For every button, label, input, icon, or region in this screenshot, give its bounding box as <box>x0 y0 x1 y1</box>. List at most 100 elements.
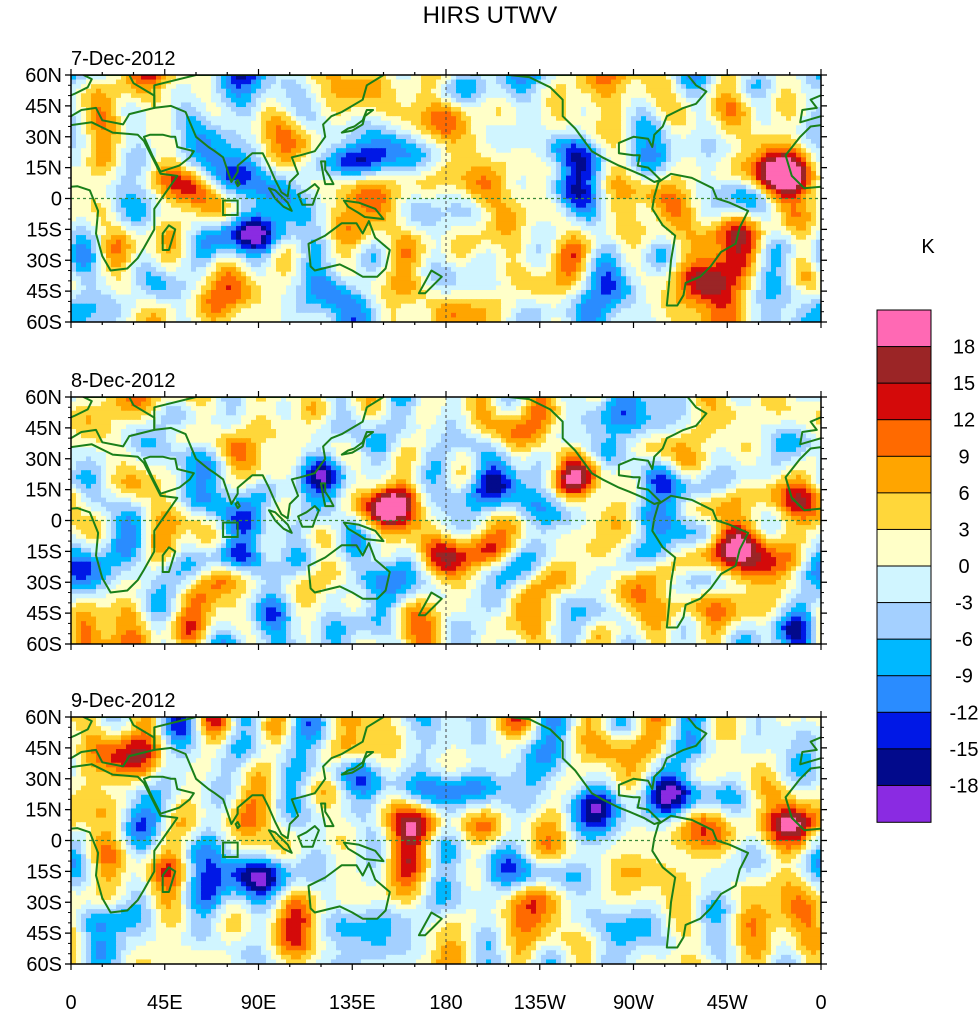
lon-tick-label: 180 <box>429 992 462 1014</box>
colorbar-swatch <box>876 638 932 677</box>
panel-date-label: 7-Dec-2012 <box>71 48 176 70</box>
coastline-australia <box>307 862 391 920</box>
colorbar-swatch <box>876 309 932 348</box>
lat-tick-label: 30S <box>26 892 62 914</box>
colorbar-swatch <box>876 382 932 421</box>
coastline-greenland <box>695 397 731 398</box>
coastline-south-america <box>651 172 750 307</box>
lat-tick-label: 30S <box>26 572 62 594</box>
lat-tick-label: 60N <box>25 707 62 729</box>
lon-tick-label: 90E <box>241 992 277 1014</box>
colorbar-tick-label: -9 <box>955 666 973 688</box>
coastline-europe <box>71 397 156 448</box>
coastline-japan <box>340 431 375 456</box>
coastline-arabia <box>142 775 195 815</box>
colorbar-swatch <box>876 748 932 787</box>
coastline-africa <box>71 443 179 594</box>
colorbar-tick-label: 18 <box>953 337 975 359</box>
coastline-australia <box>307 542 391 600</box>
lon-tick-label: 45W <box>707 992 748 1014</box>
colorbar-swatch <box>876 565 932 604</box>
coastline-asia <box>153 717 385 840</box>
lat-tick-label: 0 <box>51 511 62 533</box>
coastline-arabia <box>142 455 195 495</box>
coastline-greenland <box>695 717 731 718</box>
figure-title: HIRS UTWV <box>423 2 558 29</box>
lat-tick-label: 30N <box>25 449 62 471</box>
coastline-australia <box>307 220 391 278</box>
lat-tick-label: 45S <box>26 281 62 303</box>
coastline-europe-wrap <box>799 736 821 766</box>
coastline-africa <box>71 121 179 272</box>
coastline-philippines <box>320 160 335 186</box>
colorbar-swatch <box>876 602 932 640</box>
lat-tick-label: 60S <box>26 312 62 334</box>
coastline-europe <box>71 717 156 768</box>
coastline-new-zealand <box>417 591 443 617</box>
lon-tick-label: 135E <box>329 992 376 1014</box>
lon-tick-label: 135W <box>514 992 566 1014</box>
lat-tick-label: 45N <box>25 738 62 760</box>
coastline-north-america <box>470 717 708 825</box>
coastline-europe-wrap <box>799 94 821 124</box>
lat-tick-label: 30S <box>26 250 62 272</box>
coastline-borneo <box>297 825 320 848</box>
lat-tick-label: 15S <box>26 861 62 883</box>
colorbar-tick-label: -18 <box>950 775 979 797</box>
coastline-new-guinea <box>342 199 385 221</box>
lat-tick-label: 60S <box>26 954 62 976</box>
lat-tick-label: 60N <box>25 387 62 409</box>
lat-tick-label: 15S <box>26 541 62 563</box>
coastlines <box>71 717 821 949</box>
coastline-madagascar <box>161 224 177 251</box>
colorbar-tick-label: 6 <box>958 483 969 505</box>
coastline-philippines <box>320 482 335 508</box>
colorbar-tick-label: 12 <box>953 410 975 432</box>
coastline-philippines <box>320 802 335 828</box>
colorbar-swatch <box>876 711 932 750</box>
coastline-north-america <box>470 397 708 505</box>
coastline-japan <box>340 109 375 134</box>
coastline-new-guinea <box>342 521 385 543</box>
colorbar-tick-label: 9 <box>958 446 969 468</box>
coastline-sri-lanka <box>234 179 241 188</box>
map-panel-7-dec: 7-Dec-2012 60N 45N 30N 15N 0 15S 30S 45S 60S <box>25 48 827 334</box>
colorbar-swatch <box>876 419 932 458</box>
coastline-new-zealand <box>417 911 443 937</box>
lat-tick-label: 0 <box>51 831 62 853</box>
region-box <box>222 841 239 858</box>
colorbar-tick-label: 3 <box>958 519 969 541</box>
lat-tick-label: 45S <box>26 603 62 625</box>
coastline-japan <box>340 751 375 776</box>
lat-tick-label: 30N <box>25 769 62 791</box>
coastline-borneo <box>297 183 320 206</box>
coastlines <box>71 75 821 307</box>
colorbar-swatch <box>876 675 932 714</box>
lat-tick-label: 15N <box>25 480 62 502</box>
coastlines <box>71 397 821 629</box>
lon-tick-label: 0 <box>65 992 76 1014</box>
lon-tick-label: 0 <box>815 992 826 1014</box>
lat-tick-label: 15N <box>25 158 62 180</box>
colorbar-tick-label: 0 <box>958 556 969 578</box>
coastline-new-guinea <box>342 841 385 863</box>
lat-tick-label: 15N <box>25 800 62 822</box>
coastline-asia <box>153 75 385 198</box>
lat-tick-label: 15S <box>26 219 62 241</box>
coastline-africa <box>71 763 179 914</box>
colorbar-unit-label: K <box>921 236 935 258</box>
lon-tick-label: 45E <box>147 992 183 1014</box>
colorbar-swatch <box>876 784 932 823</box>
colorbar-swatch <box>876 455 932 494</box>
coastline-north-america <box>470 75 708 183</box>
lat-tick-label: 60S <box>26 634 62 656</box>
coastline-asia <box>153 397 385 520</box>
lat-tick-label: 45N <box>25 418 62 440</box>
colorbar-tick-label: -15 <box>950 739 979 761</box>
coastline-sri-lanka <box>234 501 241 510</box>
panel-date-label: 9-Dec-2012 <box>71 690 176 712</box>
region-box <box>222 199 239 216</box>
coastline-madagascar <box>161 866 177 893</box>
coastline-new-zealand <box>417 269 443 295</box>
